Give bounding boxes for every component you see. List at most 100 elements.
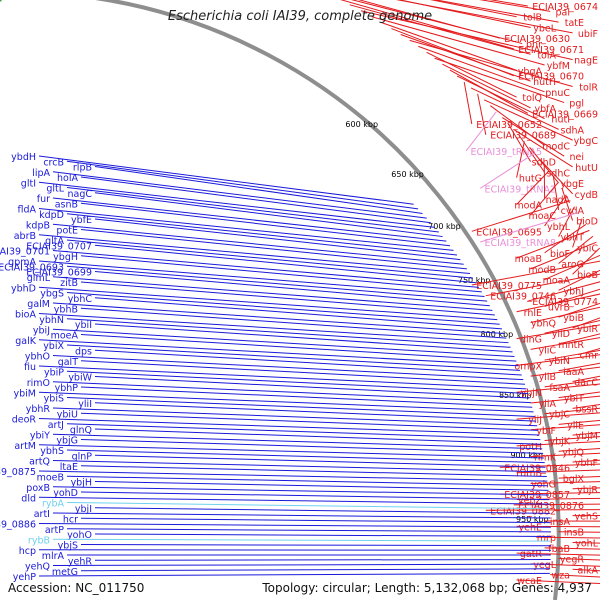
gene-label: yehZ: [518, 496, 542, 507]
leader-line: [66, 397, 535, 418]
leader-line: [94, 559, 551, 561]
leader-line: [516, 412, 600, 420]
leader-line: [572, 568, 600, 572]
leader-line: [94, 323, 513, 353]
leader-line: [94, 454, 546, 468]
gene-label: fur: [37, 194, 50, 205]
feature-rings: [0, 0, 2, 2]
leader-line: [544, 288, 600, 307]
tick-label: 700 kbp: [428, 222, 461, 231]
leader-line: [558, 206, 575, 237]
leader-line: [66, 423, 541, 441]
gene-label: phr: [526, 40, 542, 51]
gene-label: mrp: [537, 533, 556, 544]
leader-line: [80, 281, 495, 316]
leader-line: [38, 418, 540, 436]
leader-line: [578, 347, 600, 356]
gene-label: bioD: [576, 217, 598, 228]
leader-line: [52, 460, 547, 473]
leader-line: [80, 202, 451, 247]
leader-line: [94, 297, 502, 330]
leader-line: [544, 320, 600, 334]
gene-label: cydB: [575, 190, 598, 201]
gene-label: ybgC: [574, 136, 599, 147]
leader-line: [94, 349, 522, 376]
leader-line: [530, 337, 600, 350]
leader-line: [502, 117, 565, 157]
gene-label: rlpB: [73, 163, 92, 174]
leader-line: [530, 366, 600, 377]
tick-label: 850 kbp: [499, 391, 532, 400]
leader-line: [94, 271, 490, 307]
leader-line: [66, 239, 474, 279]
gene-label: lipA: [32, 168, 50, 179]
gene-label: ybhJ: [564, 286, 584, 297]
gene-label: ybfA: [535, 104, 557, 115]
gene-label: ECIAI39_0699: [26, 268, 92, 279]
leader-line: [516, 579, 600, 584]
gene-label: yliD: [552, 329, 570, 340]
leader-line: [430, 0, 517, 18]
leader-line: [470, 87, 559, 130]
gene-label: modB: [528, 265, 556, 276]
gene-label: artQ: [29, 457, 50, 468]
leader-line: [38, 523, 551, 528]
gene-label: rimO: [27, 378, 50, 389]
gene-label: kdpB: [26, 220, 50, 231]
leader-line: [465, 111, 497, 152]
leader-line: [80, 491, 550, 501]
gene-label: gltA: [45, 236, 64, 247]
gene-label: glnQ: [70, 425, 92, 436]
gene-label: ECIAI39_0669: [532, 109, 598, 120]
leader-line: [340, 0, 514, 50]
gene-label: ECIAI39_tRNA8: [484, 238, 556, 249]
leader-line: [38, 181, 435, 228]
gene-label: ECIAI39_0774: [532, 297, 598, 308]
leader-line: [544, 407, 600, 415]
leader-line: [536, 536, 600, 539]
leader-line: [558, 558, 600, 561]
leader-line: [66, 344, 520, 371]
gene-label: ybgS: [40, 289, 64, 300]
gene-label: glmL: [27, 273, 51, 284]
leader-line: [572, 431, 600, 436]
gene-label: ECIAI39_0746: [490, 292, 556, 303]
leader-line: [52, 328, 515, 358]
gene-label: ECIAI39_0882: [490, 506, 556, 517]
gene-label: poxB: [26, 483, 50, 494]
leader-line: [94, 376, 530, 399]
leader-line: [38, 208, 454, 251]
gene-label: abrB: [14, 231, 36, 242]
leader-line: [418, 45, 545, 93]
gene-label: hutG: [519, 174, 542, 185]
leader-line: [544, 254, 600, 281]
leader-line: [471, 260, 600, 286]
gene-label: nadA: [546, 195, 571, 206]
gene-label: yliB: [539, 372, 556, 383]
leader-line: [94, 402, 537, 422]
leader-line: [52, 223, 464, 265]
map-title: Escherichia coli IAI39, complete genome: [167, 9, 433, 24]
leader-line: [94, 507, 551, 514]
leader-line: [544, 436, 600, 442]
leader-line: [80, 465, 547, 477]
gene-label: ompX: [514, 361, 542, 372]
leader-line: [80, 386, 533, 408]
gene-label: ybiM: [14, 388, 37, 399]
gene-label: tolA: [537, 50, 556, 61]
gene-label: dinG: [520, 335, 542, 346]
gene-label: yohG: [531, 479, 556, 490]
gene-label: ybhQ: [531, 319, 556, 330]
leader-line: [518, 135, 546, 173]
gene-label: crcB: [43, 157, 64, 168]
gene-label: yehP: [13, 572, 36, 583]
gene-label: ybiW: [68, 373, 92, 384]
gene-label: ECIAI39_0671: [518, 45, 584, 56]
gene-label: holA: [57, 173, 78, 184]
gene-label: ECIAI39_0695: [476, 227, 542, 238]
gene-label: moaB: [515, 254, 542, 265]
gene-label: gltI: [21, 178, 36, 189]
leader-line: [558, 269, 600, 291]
gene-label: aroG: [561, 259, 584, 270]
leader-line: [381, 22, 517, 71]
